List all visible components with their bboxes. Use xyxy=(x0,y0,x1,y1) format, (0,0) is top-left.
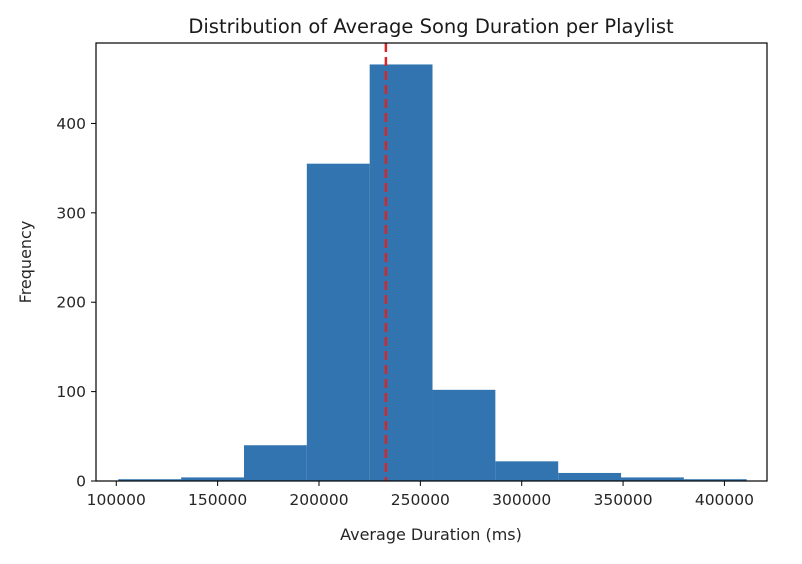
x-axis-label: Average Duration (ms) xyxy=(340,525,522,544)
y-tick-label-4: 400 xyxy=(56,115,86,133)
histogram-bar-7 xyxy=(558,472,622,481)
histogram-bar-9 xyxy=(683,479,747,481)
x-tick-label-1: 150000 xyxy=(188,491,247,509)
bars-group xyxy=(118,64,747,481)
x-tick-label-3: 250000 xyxy=(391,491,450,509)
x-tick-label-2: 200000 xyxy=(289,491,348,509)
y-tick-label-2: 200 xyxy=(56,294,86,312)
y-tick-label-3: 300 xyxy=(56,204,86,222)
y-axis-ticks: 0 100 200 300 400 xyxy=(56,115,96,491)
histogram-bar-2 xyxy=(243,445,307,481)
x-tick-label-5: 350000 xyxy=(593,491,652,509)
y-tick-label-1: 100 xyxy=(56,383,86,401)
y-tick-label-0: 0 xyxy=(76,473,86,491)
histogram-bar-3 xyxy=(306,163,370,481)
y-axis-label: Frequency xyxy=(16,221,35,304)
histogram-bar-6 xyxy=(495,461,559,481)
histogram-bar-1 xyxy=(181,477,244,481)
x-tick-label-0: 100000 xyxy=(87,491,146,509)
x-tick-label-4: 300000 xyxy=(492,491,551,509)
chart-title: Distribution of Average Song Duration pe… xyxy=(188,15,674,38)
histogram-bar-4 xyxy=(369,64,433,481)
histogram-bar-8 xyxy=(621,477,684,481)
x-axis-ticks: 100000 150000 200000 250000 300000 350000 4000… xyxy=(87,481,754,509)
histogram-bar-5 xyxy=(432,389,496,481)
histogram-bar-0 xyxy=(118,479,182,481)
x-tick-label-6: 400000 xyxy=(695,491,754,509)
plot-frame xyxy=(95,42,768,482)
